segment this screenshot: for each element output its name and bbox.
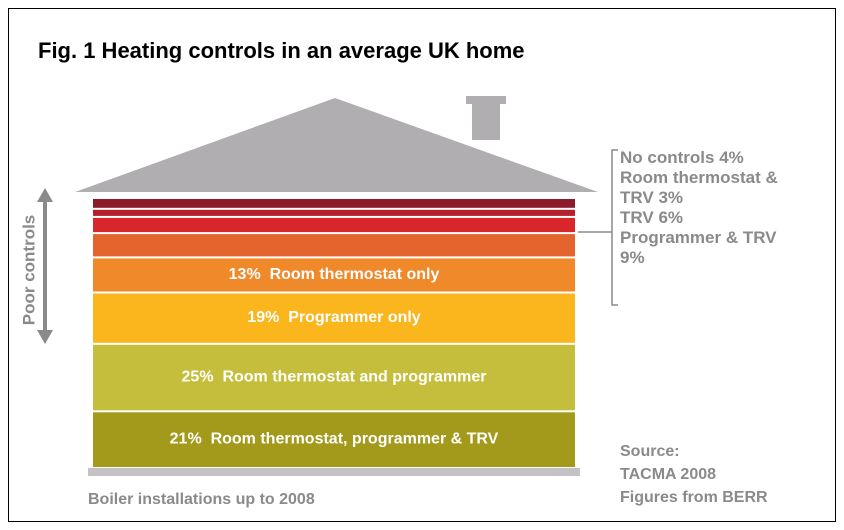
base [88, 468, 580, 476]
side-label: Programmer & TRV 9% [620, 228, 780, 268]
category-label: Room thermostat only [270, 266, 440, 283]
bracket [612, 150, 618, 305]
side-label: Room thermostat & TRV 3% [620, 168, 780, 208]
chart-title: Fig. 1 Heating controls in an average UK… [38, 38, 525, 63]
segment-label: 25% Room thermostat and programmer [182, 369, 487, 386]
chimney-top [466, 96, 506, 104]
value-label: 19% [247, 309, 279, 326]
chimney [472, 100, 500, 140]
arrow-head [37, 188, 53, 202]
value-label: 9% [620, 248, 645, 267]
source-line: Figures from BERR [620, 489, 768, 506]
arrow-head [37, 330, 53, 344]
value-label: 13% [229, 266, 261, 283]
value-label: 6% [658, 208, 683, 227]
category-label: Room thermostat and programmer [222, 369, 486, 386]
source-line: Source: [620, 443, 680, 460]
segment [93, 234, 575, 256]
page: Fig. 1 Heating controls in an average UK… [0, 0, 844, 530]
segment-label: 13% Room thermostat only [229, 266, 440, 283]
category-label: Programmer only [288, 309, 421, 326]
y-label: Poor controls [19, 215, 38, 326]
segment [93, 218, 575, 232]
segment-label: 19% Programmer only [247, 309, 421, 326]
segment-label: 21% Room thermostat, programmer & TRV [170, 431, 499, 448]
category-label: Programmer & TRV [620, 228, 777, 247]
value-label: 21% [170, 431, 202, 448]
roof [75, 98, 598, 192]
value-label: 25% [182, 369, 214, 386]
category-label: TRV [620, 208, 654, 227]
value-label: 3% [658, 188, 683, 207]
source-line: TACMA 2008 [620, 466, 716, 483]
category-label: Room thermostat & TRV [620, 168, 778, 207]
segment [93, 210, 575, 216]
value-label: 4% [719, 148, 744, 167]
side-label: No controls 4% [620, 148, 780, 168]
side-label: TRV 6% [620, 208, 780, 228]
category-label: Room thermostat, programmer & TRV [211, 431, 499, 448]
caption: Boiler installations up to 2008 [88, 491, 315, 508]
category-label: No controls [620, 148, 714, 167]
segment [93, 199, 575, 208]
